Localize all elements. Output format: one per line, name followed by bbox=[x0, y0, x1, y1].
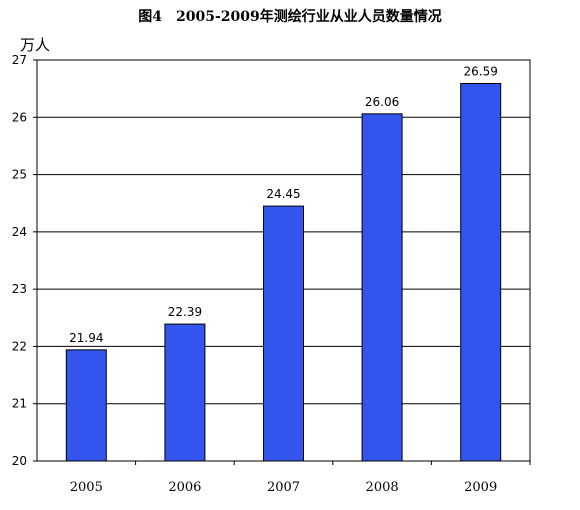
y-tick-label-25: 25 bbox=[12, 168, 27, 182]
data-label-2009: 26.59 bbox=[464, 64, 498, 78]
y-axis-unit-label: 万人 bbox=[20, 36, 51, 54]
x-tick-label-2007: 2007 bbox=[267, 480, 300, 495]
y-tick-label-26: 26 bbox=[12, 110, 27, 124]
y-tick-label-20: 20 bbox=[12, 454, 27, 468]
data-labels: 21.94 22.39 24.45 26.06 26.59 bbox=[69, 64, 498, 344]
y-tick-label-21: 21 bbox=[12, 397, 27, 411]
data-label-2008: 26.06 bbox=[365, 95, 399, 109]
plot-frame bbox=[36, 59, 531, 462]
bar-2005 bbox=[65, 349, 107, 462]
y-tick-label-24: 24 bbox=[12, 225, 27, 239]
y-tick-label-22: 22 bbox=[12, 339, 27, 353]
bar-2006 bbox=[164, 323, 206, 462]
data-label-2005: 21.94 bbox=[69, 331, 103, 345]
data-label-2007: 24.45 bbox=[266, 187, 300, 201]
y-tick-label-27: 27 bbox=[12, 53, 27, 67]
bar-2008 bbox=[361, 113, 403, 462]
x-tick-label-2005: 2005 bbox=[70, 480, 103, 495]
bar-2007 bbox=[263, 205, 304, 462]
y-tick-label-23: 23 bbox=[12, 282, 27, 296]
data-label-2006: 22.39 bbox=[168, 305, 202, 319]
chart-title: 图4 2005-2009年测绘行业从业人员数量情况 bbox=[138, 9, 442, 25]
x-tick-label-2006: 2006 bbox=[168, 480, 201, 495]
bar-2009 bbox=[460, 82, 502, 462]
bars bbox=[65, 82, 502, 462]
x-tick-label-2009: 2009 bbox=[464, 480, 497, 495]
axes: 20 21 22 23 24 25 26 27 2005 2006 2007 2008 2009 bbox=[12, 53, 531, 495]
x-tick-label-2008: 2008 bbox=[366, 480, 399, 495]
